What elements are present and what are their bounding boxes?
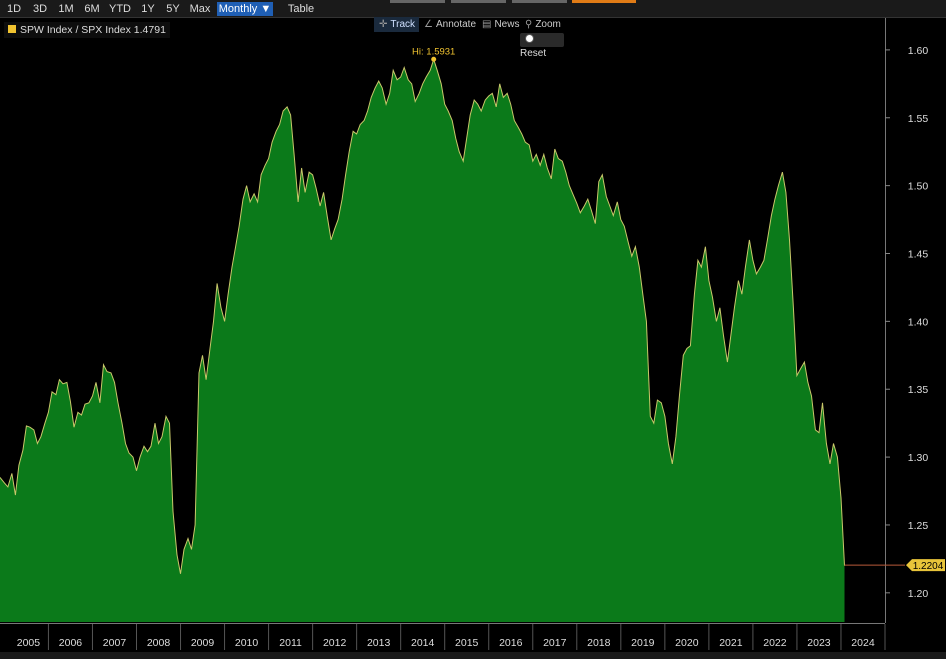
y-tick-label: 1.20: [908, 588, 929, 600]
timeframe-1y-button[interactable]: 1Y: [141, 3, 155, 15]
x-tick-label: 2007: [103, 637, 127, 649]
x-tick-label: 2017: [543, 637, 567, 649]
last-value-label: 1.2204: [913, 561, 944, 572]
zoom-label: Zoom: [535, 19, 561, 30]
x-axis-band: [0, 623, 886, 652]
x-tick-label: 2019: [631, 637, 655, 649]
timeframe-5y-button[interactable]: 5Y: [166, 3, 180, 15]
legend-swatch: [8, 25, 16, 34]
y-tick-label: 1.50: [908, 181, 929, 193]
timeframe-3d-button[interactable]: 3D: [32, 3, 48, 15]
toolbar: 1D 3D 1M 6M YTD 1Y 5Y Max Monthly ▼ Table: [0, 0, 946, 18]
x-tick-label: 2014: [411, 637, 435, 649]
last-value-badge: [906, 559, 945, 572]
x-tick-label: 2011: [279, 637, 302, 649]
x-tick-label: 2015: [455, 637, 479, 649]
x-tick-label: 2018: [587, 637, 611, 649]
high-marker: [431, 56, 437, 62]
annotate-tool-button[interactable]: ∠ Annotate: [424, 17, 476, 32]
x-tick-label: 2009: [191, 637, 215, 649]
high-value-label: Hi: 1.5931: [412, 46, 455, 57]
annotate-label: Annotate: [435, 19, 477, 30]
legend-label: SPW Index / SPX Index 1.4791: [20, 24, 166, 36]
x-tick-label: 2020: [675, 637, 699, 649]
x-tick-label: 2016: [499, 637, 523, 649]
y-tick-label: 1.35: [908, 384, 929, 396]
timeframe-6m-button[interactable]: 6M: [84, 3, 100, 15]
crosshair-icon: ✛: [379, 19, 388, 30]
magnifier-icon: ⚲: [525, 19, 533, 30]
x-tick-label: 2006: [59, 637, 83, 649]
reset-icon: [525, 33, 534, 43]
x-tick-label: 2005: [17, 637, 41, 649]
reset-button[interactable]: Reset: [520, 33, 564, 59]
pencil-icon: ∠: [424, 19, 433, 30]
x-tick-label: 2008: [147, 637, 171, 649]
x-tick-label: 2024: [851, 637, 875, 649]
timeframe-1d-button[interactable]: 1D: [6, 3, 22, 15]
reset-label: Reset: [520, 48, 547, 59]
news-label: News: [494, 19, 520, 30]
news-tool-button[interactable]: ▤ News: [482, 17, 520, 32]
y-tick-label: 1.45: [908, 248, 929, 260]
track-label: Track: [390, 19, 416, 30]
x-tick-label: 2021: [719, 637, 743, 649]
y-tick-label: 1.30: [908, 452, 929, 464]
timeframe-ytd-button[interactable]: YTD: [109, 3, 131, 15]
zoom-tool-button[interactable]: ⚲ Zoom: [525, 17, 565, 32]
news-icon: ▤: [482, 19, 492, 30]
y-tick-label: 1.40: [908, 316, 929, 328]
x-tick-label: 2013: [367, 637, 391, 649]
timeframe-monthly-button[interactable]: Monthly ▼: [217, 2, 273, 16]
x-tick-label: 2022: [763, 637, 787, 649]
track-tool-button[interactable]: ✛ Track: [374, 17, 419, 32]
x-tick-label: 2010: [235, 637, 259, 649]
y-tick-label: 1.60: [908, 45, 929, 57]
series-area-fill: [0, 59, 845, 622]
bottom-scrollbar[interactable]: [0, 652, 946, 659]
timeframe-1m-button[interactable]: 1M: [58, 3, 74, 15]
x-tick-label: 2023: [807, 637, 831, 649]
series-line: [0, 57, 845, 574]
y-tick-label: 1.55: [908, 113, 929, 125]
chart-legend[interactable]: SPW Index / SPX Index 1.4791: [4, 22, 170, 38]
y-tick-label: 1.25: [908, 520, 929, 532]
x-tick-label: 2012: [323, 637, 347, 649]
table-view-button[interactable]: Table: [287, 3, 315, 15]
timeframe-max-button[interactable]: Max: [189, 3, 211, 15]
